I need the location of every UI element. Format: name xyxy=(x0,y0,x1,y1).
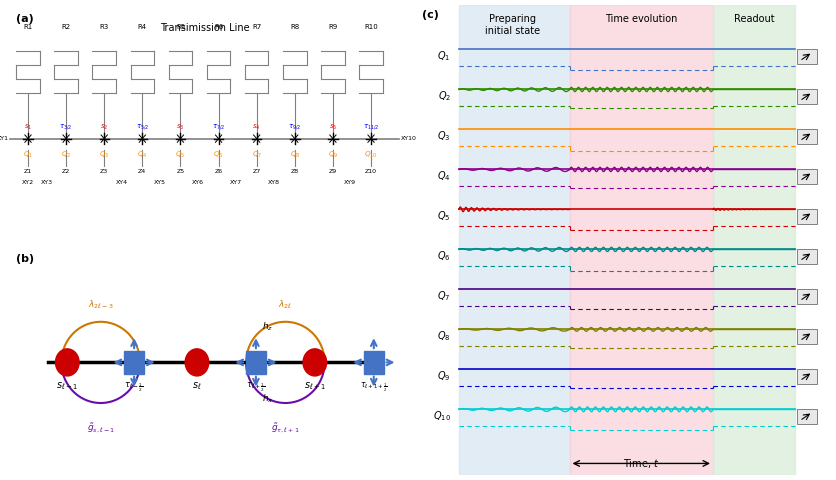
Text: $s_1$: $s_1$ xyxy=(24,122,32,132)
Text: XY8: XY8 xyxy=(268,180,279,185)
Text: $Q_{4}$: $Q_{4}$ xyxy=(137,150,147,160)
Text: R10: R10 xyxy=(364,24,378,30)
Text: $Q_9$: $Q_9$ xyxy=(437,370,451,384)
Text: $\tau_{3/2}$: $\tau_{3/2}$ xyxy=(59,122,73,132)
Bar xyxy=(797,49,817,64)
Text: $\lambda_{2\ell}$: $\lambda_{2\ell}$ xyxy=(278,298,293,311)
Text: R7: R7 xyxy=(252,24,262,30)
Bar xyxy=(797,209,817,224)
Text: (c): (c) xyxy=(422,10,439,20)
Text: $s_4$: $s_4$ xyxy=(252,122,261,132)
Text: Time, $t$: Time, $t$ xyxy=(623,457,660,470)
Text: $Q_{8}$: $Q_{8}$ xyxy=(289,150,300,160)
Text: $\tau_{11/2}$: $\tau_{11/2}$ xyxy=(363,122,380,132)
Text: $h_z$: $h_z$ xyxy=(262,320,273,333)
Bar xyxy=(125,351,144,373)
Circle shape xyxy=(303,349,327,376)
Text: $s_5$: $s_5$ xyxy=(329,122,337,132)
Text: Transimission Line: Transimission Line xyxy=(160,24,250,34)
Bar xyxy=(364,351,384,373)
Text: $Q_{2}$: $Q_{2}$ xyxy=(61,150,71,160)
Text: R8: R8 xyxy=(290,24,299,30)
Text: $Q_6$: $Q_6$ xyxy=(437,250,451,264)
Text: $\tau_{5/2}$: $\tau_{5/2}$ xyxy=(135,122,149,132)
Text: Z2: Z2 xyxy=(62,168,70,174)
Text: Z6: Z6 xyxy=(215,168,222,174)
Circle shape xyxy=(55,349,79,376)
Text: Time evolution: Time evolution xyxy=(605,14,677,24)
Bar xyxy=(797,329,817,344)
Text: $s_2$: $s_2$ xyxy=(100,122,109,132)
Bar xyxy=(797,409,817,424)
Circle shape xyxy=(185,349,209,376)
Text: (a): (a) xyxy=(16,14,34,24)
Text: $s_{\ell+1}$: $s_{\ell+1}$ xyxy=(304,381,326,392)
Bar xyxy=(797,129,817,144)
Text: Z5: Z5 xyxy=(176,168,185,174)
Text: $Q_{7}$: $Q_{7}$ xyxy=(252,150,262,160)
Text: R2: R2 xyxy=(62,24,71,30)
Bar xyxy=(797,369,817,384)
Text: XY3: XY3 xyxy=(40,180,53,185)
Text: XY6: XY6 xyxy=(191,180,204,185)
Text: $Q_8$: $Q_8$ xyxy=(437,330,451,343)
Text: $Q_{9}$: $Q_{9}$ xyxy=(328,150,338,160)
Text: Preparing
initial state: Preparing initial state xyxy=(485,14,540,36)
Text: $\lambda_{2\ell-3}$: $\lambda_{2\ell-3}$ xyxy=(88,298,114,311)
Text: $Q_{10}$: $Q_{10}$ xyxy=(433,409,451,423)
Text: $\tau_{\ell-\frac{1}{2}}$: $\tau_{\ell-\frac{1}{2}}$ xyxy=(125,381,144,394)
Text: XY10: XY10 xyxy=(401,136,417,141)
Text: $Q_1$: $Q_1$ xyxy=(437,49,451,63)
Text: $Q_{1}$: $Q_{1}$ xyxy=(23,150,33,160)
Bar xyxy=(569,5,713,475)
Bar xyxy=(713,5,795,475)
Text: $s_{\ell-1}$: $s_{\ell-1}$ xyxy=(56,381,79,392)
Text: $Q_{5}$: $Q_{5}$ xyxy=(176,150,186,160)
Text: Z4: Z4 xyxy=(138,168,146,174)
Text: XY4: XY4 xyxy=(116,180,129,185)
Text: Z1: Z1 xyxy=(24,168,32,174)
Bar xyxy=(246,351,266,373)
Text: R3: R3 xyxy=(99,24,109,30)
Text: $Q_{10}$: $Q_{10}$ xyxy=(364,150,378,160)
Text: XY5: XY5 xyxy=(154,180,166,185)
Text: $\tau_{\ell+\frac{1}{2}}$: $\tau_{\ell+\frac{1}{2}}$ xyxy=(247,381,266,394)
Text: R6: R6 xyxy=(214,24,223,30)
Text: R1: R1 xyxy=(23,24,33,30)
Bar xyxy=(797,249,817,264)
Text: $Q_{6}$: $Q_{6}$ xyxy=(213,150,224,160)
Bar xyxy=(797,169,817,184)
Text: $Q_3$: $Q_3$ xyxy=(437,130,451,144)
Text: $Q_{3}$: $Q_{3}$ xyxy=(99,150,110,160)
Text: XY9: XY9 xyxy=(344,180,356,185)
Text: (b): (b) xyxy=(16,254,34,264)
Bar xyxy=(459,5,569,475)
Text: XY7: XY7 xyxy=(230,180,242,185)
Text: Z3: Z3 xyxy=(100,168,109,174)
Text: Z9: Z9 xyxy=(329,168,337,174)
Text: $Q_7$: $Q_7$ xyxy=(437,289,451,303)
Text: $\tilde{g}_{\tau,\ell+1}$: $\tilde{g}_{\tau,\ell+1}$ xyxy=(271,421,299,434)
Text: XY1: XY1 xyxy=(0,136,8,141)
Text: $Q_4$: $Q_4$ xyxy=(437,169,451,183)
Bar xyxy=(797,289,817,304)
Text: R5: R5 xyxy=(176,24,185,30)
Text: Z7: Z7 xyxy=(252,168,261,174)
Text: $Q_5$: $Q_5$ xyxy=(437,210,451,223)
Text: $\tau_{7/2}$: $\tau_{7/2}$ xyxy=(212,122,225,132)
Text: $Q_2$: $Q_2$ xyxy=(437,90,451,103)
Text: $\tau_{9/2}$: $\tau_{9/2}$ xyxy=(288,122,302,132)
Bar xyxy=(797,89,817,104)
Text: Z10: Z10 xyxy=(365,168,377,174)
Text: R4: R4 xyxy=(138,24,147,30)
Text: XY2: XY2 xyxy=(22,180,34,185)
Text: $s_3$: $s_3$ xyxy=(176,122,185,132)
Text: R9: R9 xyxy=(329,24,338,30)
Text: $\tilde{g}_{s,\ell-1}$: $\tilde{g}_{s,\ell-1}$ xyxy=(87,421,115,434)
Text: Readout: Readout xyxy=(734,14,774,24)
Text: Z8: Z8 xyxy=(291,168,298,174)
Text: $h_x$: $h_x$ xyxy=(262,392,273,405)
Text: $s_{\ell}$: $s_{\ell}$ xyxy=(192,381,201,392)
Text: $\tau_{\ell+1+\frac{1}{2}}$: $\tau_{\ell+1+\frac{1}{2}}$ xyxy=(360,381,388,394)
